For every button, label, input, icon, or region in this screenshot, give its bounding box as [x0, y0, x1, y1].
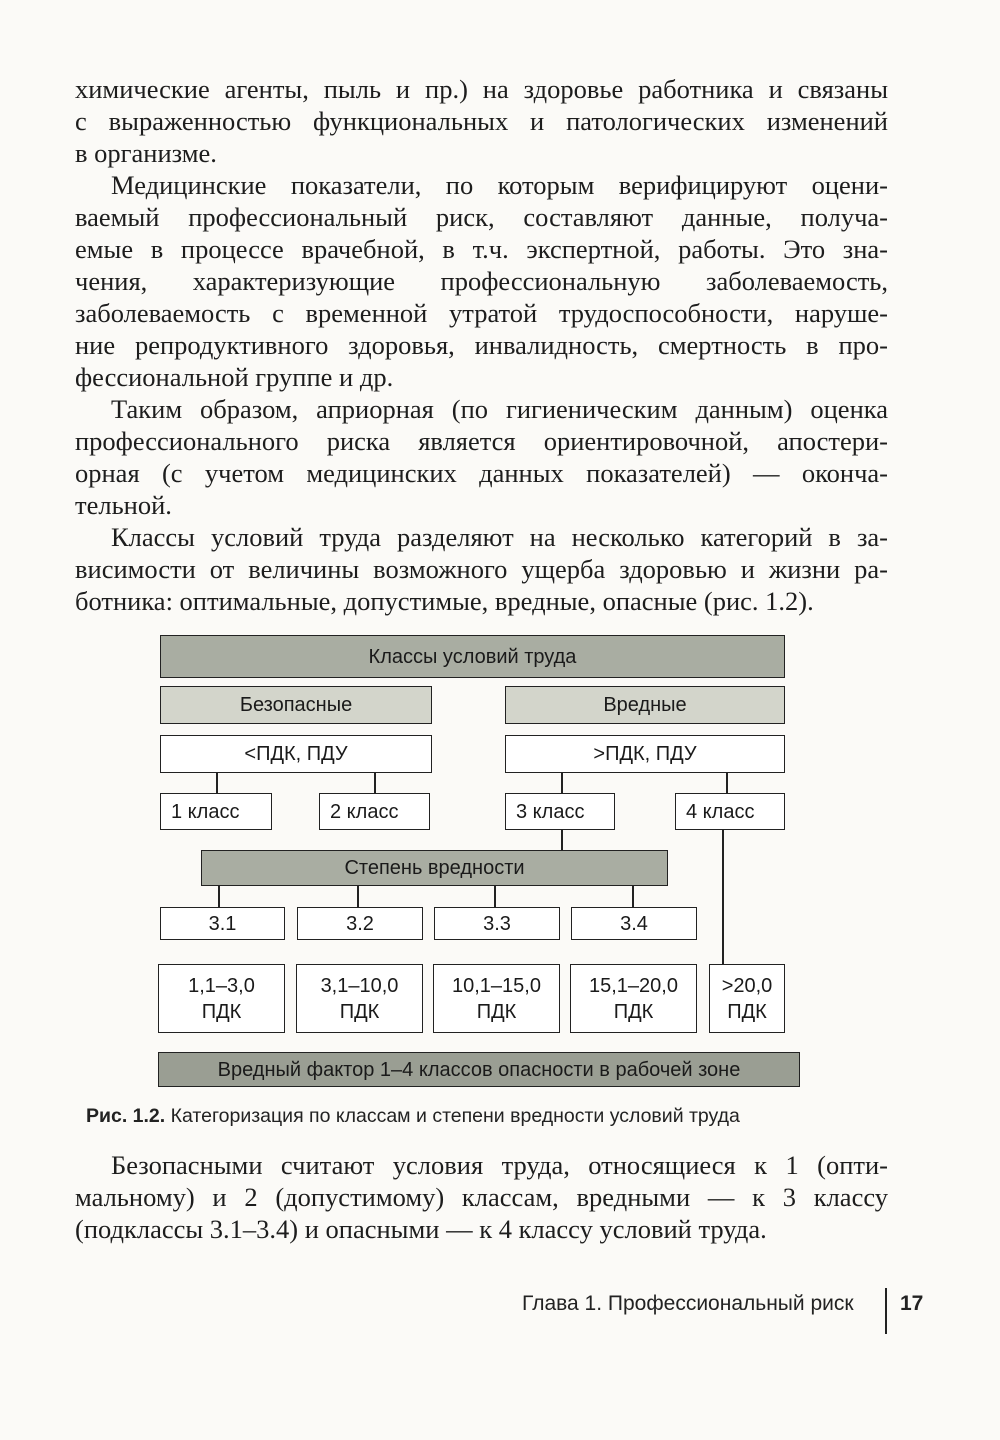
range-box-2: 3,1–10,0 ПДК [296, 964, 423, 1033]
text-line: ботника: оптимальные, допустимые, вредны… [75, 586, 814, 616]
range-unit: ПДК [613, 1000, 654, 1023]
connector [722, 830, 724, 964]
text-line: Медицинские показатели, по которым вериф… [111, 170, 888, 200]
range-unit: ПДК [727, 1000, 767, 1023]
text-line: тельной. [75, 490, 172, 520]
figure-caption: Рис. 1.2. Категоризация по классам и сте… [86, 1105, 740, 1128]
class2-box: 2 класс [319, 793, 430, 830]
text-line: профессионального риска является ориенти… [75, 426, 888, 456]
range-box-5: >20,0 ПДК [709, 964, 785, 1033]
text-line: орная (с учетом медицинских данных показ… [75, 458, 888, 488]
range-value: 1,1–3,0 [188, 974, 255, 997]
text-line: (подклассы 3.1–3.4) и опасными — к 4 кла… [75, 1214, 767, 1244]
connector [374, 773, 376, 793]
subclass-3-3-box: 3.3 [434, 907, 560, 940]
class1-box: 1 класс [160, 793, 272, 830]
text-line: Безопасными считают условия труда, относ… [111, 1150, 888, 1180]
range-box-3: 10,1–15,0 ПДК [433, 964, 560, 1033]
diagram-title-box: Классы условий труда [160, 635, 785, 678]
text-line: висимости от величины возможного ущерба … [75, 554, 888, 584]
range-unit: ПДК [476, 1000, 517, 1023]
range-value: 10,1–15,0 [452, 974, 541, 997]
subclass-3-4-box: 3.4 [571, 907, 697, 940]
connector [218, 886, 220, 907]
connector [561, 773, 563, 793]
range-value: >20,0 [721, 974, 773, 997]
text-line: емые в процессе врачебной, в т.ч. экспер… [75, 234, 888, 264]
below-limit-box: <ПДК, ПДУ [160, 735, 432, 773]
range-value: 15,1–20,0 [589, 974, 678, 997]
range-unit: ПДК [201, 1000, 242, 1023]
subclass-3-2-box: 3.2 [297, 907, 423, 940]
text-line: заболеваемость с временной утратой трудо… [75, 298, 888, 328]
text-line: фессиональной группе и др. [75, 362, 394, 392]
caption-text: Категоризация по классам и степени вредн… [165, 1105, 740, 1127]
running-footer-chapter: Глава 1. Профессиональный риск [522, 1292, 854, 1315]
range-unit: ПДК [339, 1000, 380, 1023]
text-line: ние репродуктивного здоровья, инвалиднос… [75, 330, 888, 360]
body-text-top: химические агенты, пыль и пр.) на здоров… [75, 73, 888, 617]
text-line: Классы условий труда разделяют на нескол… [111, 522, 888, 552]
text-line: с выраженностью функциональных и патолог… [75, 106, 888, 136]
connector [561, 830, 563, 850]
text-line: Таким образом, априорная (по гигиеническ… [111, 394, 888, 424]
harmful-box: Вредные [505, 686, 785, 724]
footer-divider [885, 1288, 887, 1334]
above-limit-box: >ПДК, ПДУ [505, 735, 785, 773]
text-line: мальному) и 2 (допустимому) классам, вре… [75, 1182, 888, 1212]
range-value: 3,1–10,0 [320, 974, 399, 997]
caption-label: Рис. 1.2. [86, 1105, 166, 1127]
connector [494, 886, 496, 907]
bottom-factor-box: Вредный фактор 1–4 классов опасности в р… [158, 1052, 800, 1087]
range-box-1: 1,1–3,0 ПДК [158, 964, 285, 1033]
text-line: химические агенты, пыль и пр.) на здоров… [75, 74, 888, 104]
text-line: чения, характеризующие профессиональную … [75, 266, 888, 296]
page-number: 17 [900, 1292, 924, 1315]
connector [726, 773, 728, 793]
subclass-3-1-box: 3.1 [160, 907, 285, 940]
text-line: ваемый профессиональный риск, составляют… [75, 202, 888, 232]
connector [357, 886, 359, 907]
safe-box: Безопасные [160, 686, 432, 724]
class3-box: 3 класс [505, 793, 615, 830]
class4-box: 4 класс [675, 793, 785, 830]
range-box-4: 15,1–20,0 ПДК [570, 964, 697, 1033]
body-text-bottom: Безопасными считают условия труда, относ… [75, 1149, 888, 1245]
connector [216, 773, 218, 793]
connector [632, 886, 634, 907]
degree-box: Степень вредности [201, 850, 668, 886]
text-line: в организме. [75, 138, 217, 168]
